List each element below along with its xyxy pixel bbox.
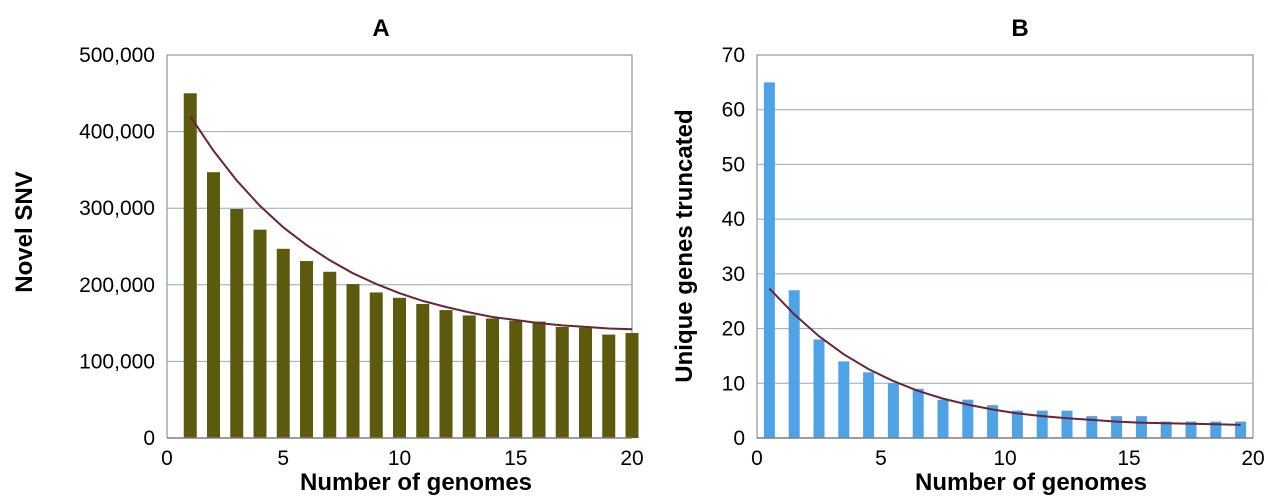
x-tick-label: 0 — [751, 447, 763, 470]
panel-b: 0 10 20 30 40 50 60 70 0 5 10 15 20 B Number of genome… — [671, 15, 1265, 496]
x-tick-label: 10 — [388, 447, 411, 470]
bar — [393, 297, 406, 438]
x-axis-title: Number of genomes — [915, 469, 1147, 496]
panel-title: B — [1011, 15, 1028, 42]
bar — [509, 320, 523, 438]
bar — [462, 315, 476, 438]
plot-area — [756, 54, 1254, 439]
x-tick-label: 15 — [504, 447, 527, 470]
y-tick-label: 500,000 — [79, 44, 155, 67]
bar — [1135, 416, 1147, 438]
y-tick-label: 10 — [722, 372, 745, 395]
x-tick-label: 5 — [277, 447, 289, 470]
bar — [369, 292, 383, 438]
bar — [602, 334, 616, 438]
bar — [788, 290, 800, 438]
y-tick-label: 200,000 — [79, 274, 155, 297]
bar — [555, 326, 569, 438]
bar — [439, 310, 453, 438]
bar — [346, 284, 360, 438]
x-tick-label: 20 — [620, 447, 643, 470]
bar — [987, 405, 999, 438]
y-tick-label: 40 — [722, 208, 745, 231]
bar — [625, 333, 639, 438]
bar — [1036, 410, 1048, 438]
y-tick-label: 400,000 — [79, 121, 155, 144]
bar — [1061, 410, 1073, 438]
panel-a: 0 100,000 200,000 300,000 400,000 500,000 0 5 10… — [11, 15, 644, 496]
x-tick-label: 15 — [1117, 447, 1140, 470]
bar — [253, 229, 267, 438]
bar — [1210, 421, 1222, 438]
x-tick-label: 0 — [161, 447, 173, 470]
bar — [1111, 416, 1123, 438]
y-tick-label: 0 — [143, 427, 155, 450]
bar — [183, 93, 197, 439]
y-axis-title: Unique genes truncated — [671, 109, 698, 382]
x-axis-title: Number of genomes — [300, 469, 532, 496]
bar — [486, 318, 499, 438]
y-tick-label: 100,000 — [79, 350, 155, 373]
bar — [1086, 416, 1098, 438]
y-tick-label: 300,000 — [79, 197, 155, 220]
y-tick-label: 30 — [722, 263, 745, 286]
y-tick-label: 20 — [722, 318, 745, 341]
bar — [532, 321, 546, 438]
bar — [416, 303, 430, 438]
y-tick-label: 70 — [722, 44, 745, 67]
bar — [838, 361, 850, 438]
bar — [1011, 410, 1023, 438]
trend-line — [768, 287, 1241, 426]
bar — [276, 248, 290, 438]
x-tick-label: 5 — [875, 447, 887, 470]
bar — [230, 208, 244, 438]
bar — [1160, 421, 1172, 438]
x-tick-label: 20 — [1241, 447, 1264, 470]
bar — [579, 327, 592, 438]
trend-line — [189, 115, 633, 331]
y-tick-label: 0 — [733, 427, 745, 450]
bar — [813, 339, 825, 438]
bar — [962, 399, 974, 438]
bar — [1235, 421, 1247, 438]
bar — [887, 383, 899, 438]
bar — [863, 372, 875, 438]
bar — [937, 399, 949, 438]
bar — [763, 82, 775, 438]
bar — [1185, 421, 1197, 438]
bar — [300, 261, 313, 438]
panel-title: A — [372, 15, 389, 42]
x-tick-label: 10 — [993, 447, 1016, 470]
bar — [207, 172, 220, 438]
y-tick-label: 50 — [722, 153, 745, 176]
bar — [912, 388, 924, 438]
y-axis-title: Novel SNV — [11, 171, 38, 292]
y-tick-label: 60 — [722, 99, 745, 122]
bar — [323, 271, 337, 438]
